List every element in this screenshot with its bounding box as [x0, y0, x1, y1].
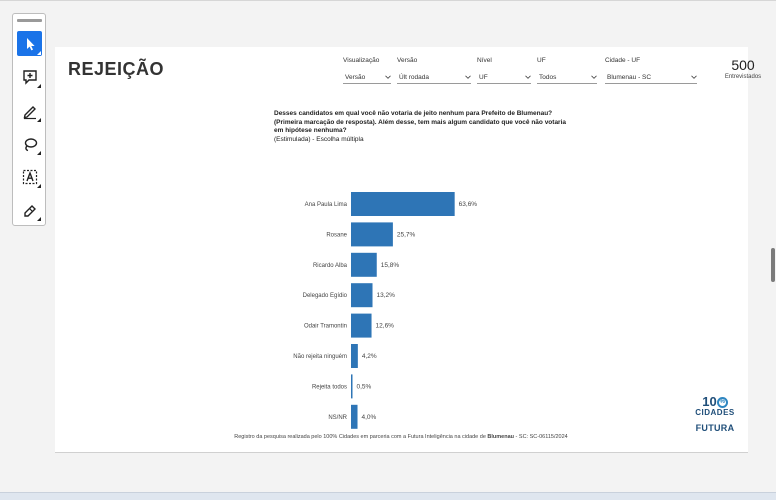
data-label: 63,6% — [459, 201, 478, 208]
report-divider — [55, 452, 748, 453]
category-label: Delegado Egídio — [303, 293, 348, 299]
bar[interactable] — [351, 192, 455, 216]
chevron-down-icon — [525, 75, 531, 79]
filter-visualizacao: Visualização Versão — [343, 57, 391, 84]
filter-label: Visualização — [343, 57, 380, 64]
data-label: 12,6% — [376, 323, 395, 330]
bar[interactable] — [351, 222, 393, 247]
data-label: 4,0% — [362, 414, 377, 421]
filter-label: UF — [537, 57, 546, 64]
chevron-down-icon — [691, 75, 697, 79]
data-label: 4,2% — [362, 353, 377, 360]
chart-card: Desses candidatos em qual você não votar… — [61, 93, 741, 445]
pen-tool-button[interactable] — [17, 98, 42, 123]
filter-label: Versão — [397, 57, 418, 64]
footer-city: Blumenau — [487, 434, 515, 440]
cursor-arrow-icon — [26, 37, 35, 50]
logo-futura: FUTURA — [695, 423, 735, 434]
question-sub: (Estimulada) - Escolha múltipla — [274, 135, 364, 143]
filter-versao: Versão Últ rodada — [397, 57, 471, 84]
logo-cidades: CIDADES — [695, 408, 735, 418]
chevron-down-icon — [385, 75, 391, 79]
filter-versao-select[interactable]: Últ rodada — [397, 71, 471, 84]
data-label: 0,5% — [357, 383, 372, 390]
category-label: Ricardo Alba — [313, 263, 348, 269]
category-label: Ana Paula Lima — [305, 202, 348, 208]
category-label: Não rejeita ninguém — [293, 354, 347, 360]
category-label: NS/NR — [328, 415, 347, 421]
filter-value: Todos — [539, 73, 557, 81]
eraser-tool-button[interactable] — [17, 197, 42, 222]
category-label: Rosane — [326, 232, 347, 238]
chevron-down-icon — [591, 75, 597, 79]
text-box-tool-button[interactable] — [17, 164, 42, 189]
filter-value: Versão — [345, 73, 366, 81]
lasso-icon — [24, 137, 37, 151]
chevron-down-icon — [465, 75, 471, 79]
bar[interactable] — [351, 283, 373, 308]
filter-value: UF — [479, 73, 488, 81]
footer-post: - SC: SC-06115/2024 — [514, 434, 568, 440]
data-label: 25,7% — [397, 231, 416, 238]
scrollbar-thumb[interactable] — [771, 248, 775, 282]
footer-pre: Registro da pesquisa realizada pelo 100%… — [234, 434, 488, 440]
bar[interactable] — [351, 344, 358, 368]
filter-label: Cidade - UF — [605, 57, 641, 64]
brand-logo: 10% CIDADES FUTURA — [693, 395, 737, 433]
tool-palette — [12, 13, 46, 226]
eraser-pen-icon — [23, 204, 36, 217]
filter-value: Últ rodada — [399, 73, 429, 81]
category-label: Odair Tramontin — [304, 324, 347, 330]
pen-icon — [23, 105, 36, 119]
filter-uf: UF Todos — [537, 57, 597, 84]
comment-add-icon — [22, 69, 37, 85]
filter-cidade-uf: Cidade - UF Blumenau - SC — [605, 57, 697, 84]
rejection-bar-chart: Ana Paula Lima 63,6% Rosane 25,7% Ricardo Al… — [293, 192, 478, 429]
data-label: 13,2% — [377, 292, 396, 299]
select-tool-button[interactable] — [17, 31, 42, 56]
filter-cidade-uf-select[interactable]: Blumenau - SC — [605, 71, 697, 84]
respondents-count: 500 — [731, 57, 755, 73]
bar[interactable] — [351, 374, 353, 399]
filter-value: Blumenau - SC — [607, 73, 652, 81]
filter-visualizacao-select[interactable]: Versão — [343, 71, 391, 84]
data-label: 15,8% — [381, 262, 400, 269]
filter-nivel: Nível UF — [477, 57, 531, 84]
filter-uf-select[interactable]: Todos — [537, 71, 597, 84]
question-main: Desses candidatos em qual você não votar… — [274, 110, 567, 135]
logo-percent: % — [716, 397, 728, 409]
question-text: Desses candidatos em qual você não votar… — [274, 110, 574, 144]
taskbar — [0, 492, 776, 500]
comment-tool-button[interactable] — [17, 64, 42, 89]
page-title: REJEIÇÃO — [68, 59, 165, 79]
lasso-tool-button[interactable] — [17, 131, 42, 156]
bar[interactable] — [351, 313, 372, 338]
category-label: Rejeita todos — [312, 384, 347, 390]
filter-label: Nível — [477, 57, 492, 64]
report-page: REJEIÇÃO Visualização Versão Versão Últ … — [55, 47, 761, 452]
palette-grip[interactable] — [17, 19, 42, 22]
footer-note: Registro da pesquisa realizada pelo 100%… — [61, 434, 741, 440]
bar[interactable] — [351, 404, 358, 429]
logo-hundred-text: 10 — [702, 394, 717, 409]
filter-nivel-select[interactable]: UF — [477, 71, 531, 84]
bar[interactable] — [351, 252, 377, 277]
respondents-card: 500 Entrevistados — [719, 57, 767, 80]
logo-100: 10% — [693, 394, 737, 409]
text-box-icon — [22, 169, 37, 184]
respondents-label: Entrevistados — [724, 74, 762, 80]
